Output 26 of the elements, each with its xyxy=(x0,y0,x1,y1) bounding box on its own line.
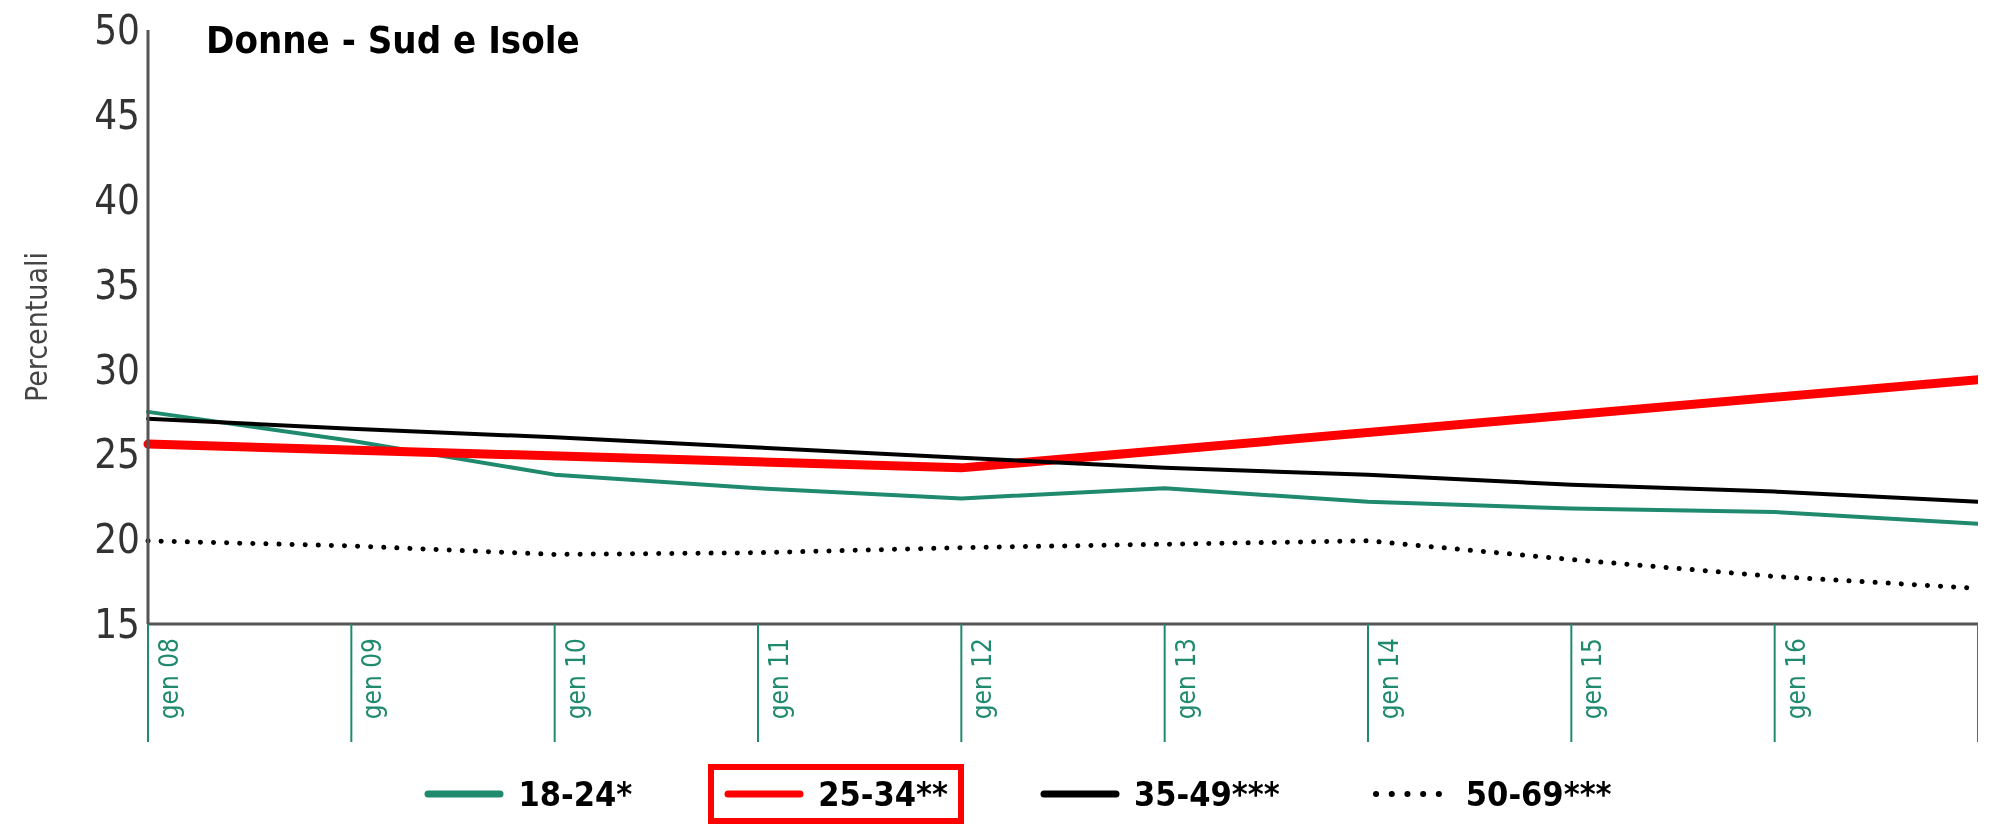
line-series xyxy=(146,416,1978,504)
x-tick-label: gen 16 xyxy=(1780,638,1811,720)
legend-label: 50-69*** xyxy=(1465,774,1612,814)
x-tick-label: gen 10 xyxy=(560,638,591,720)
y-tick-label: 15 xyxy=(94,601,140,648)
y-tick-label: 20 xyxy=(94,516,140,563)
y-axis-title: Percentuali xyxy=(18,251,54,403)
x-tick-label: gen 08 xyxy=(154,638,184,720)
x-tick-label: gen 12 xyxy=(967,638,998,720)
line-series xyxy=(146,409,1978,526)
legend-label: 35-49*** xyxy=(1134,774,1280,814)
y-tick-label: 50 xyxy=(94,7,140,54)
x-tick-label: gen 11 xyxy=(764,638,794,720)
legend-label: 18-24* xyxy=(518,774,633,814)
chart-title: Donne - Sud e Isole xyxy=(206,18,580,62)
y-tick-label: 35 xyxy=(94,261,140,308)
x-tick-label: gen 14 xyxy=(1374,638,1404,720)
x-tick-label: gen 15 xyxy=(1577,638,1608,720)
x-tick-label: gen 13 xyxy=(1170,638,1201,720)
y-tick-label: 30 xyxy=(94,346,140,393)
outline-box: 25-34** xyxy=(708,764,964,824)
x-tick-label: gen 09 xyxy=(357,638,388,720)
y-tick-label: 25 xyxy=(94,431,140,478)
y-tick-label: 40 xyxy=(94,176,140,223)
legend-label: 25-34** xyxy=(818,774,949,814)
y-tick-label: 45 xyxy=(94,92,140,139)
